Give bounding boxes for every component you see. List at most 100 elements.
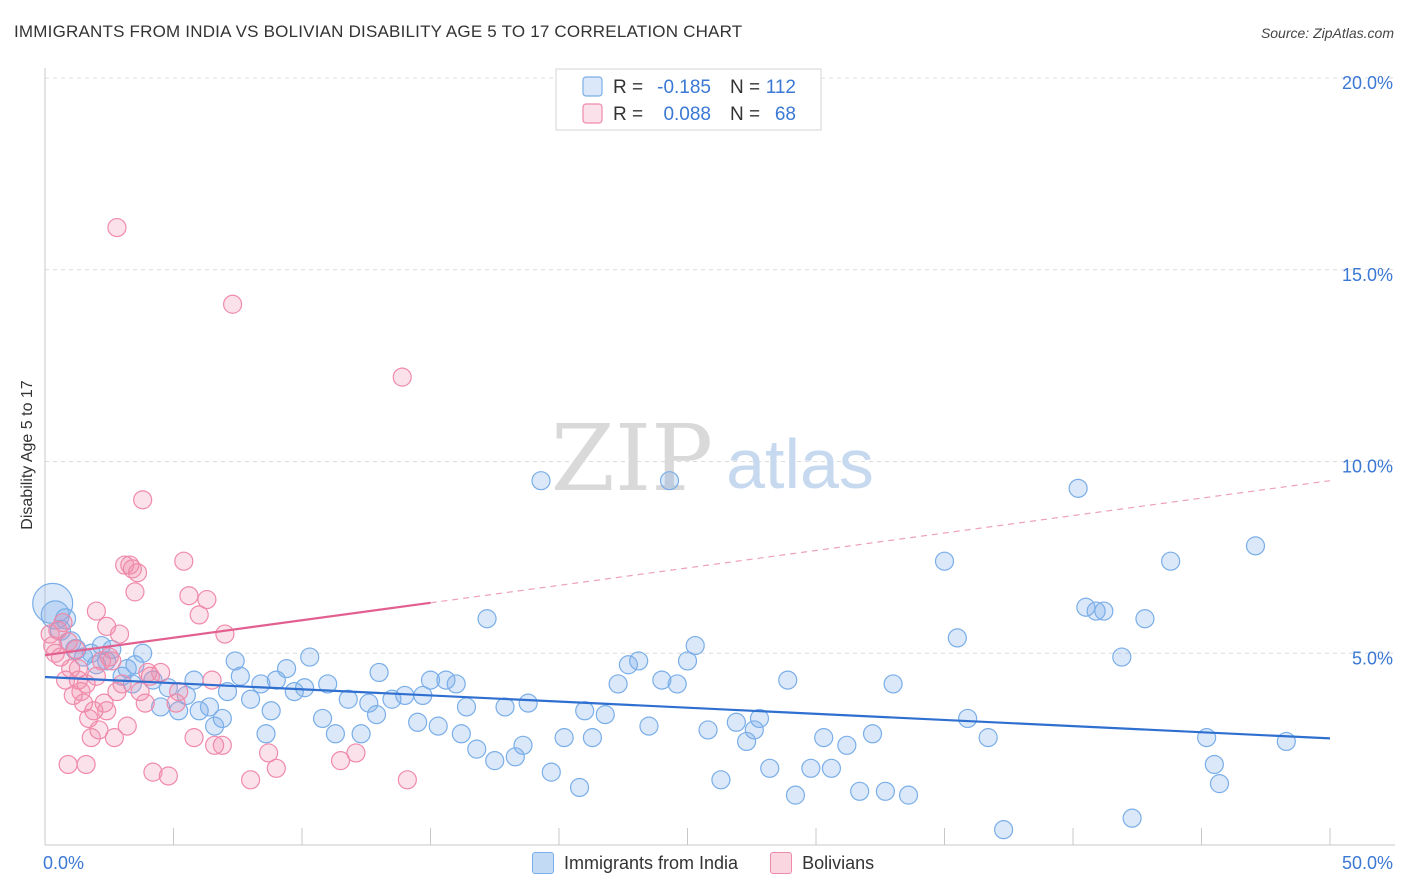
bolivians-point-67 xyxy=(205,735,225,755)
bolivians-point-40 xyxy=(143,762,163,782)
india-point-69 xyxy=(677,651,698,671)
bolivians-point-13 xyxy=(73,693,94,713)
india-point-82 xyxy=(821,758,842,778)
bolivians-point-66 xyxy=(166,693,186,713)
india-point-38 xyxy=(351,724,371,744)
india-point-112 xyxy=(117,658,137,679)
watermark: ZIP atlas xyxy=(551,405,874,512)
india-point-106 xyxy=(256,724,276,744)
y-tick-label-2: 15.0% xyxy=(1342,265,1393,285)
bolivians-point-60 xyxy=(107,217,127,238)
india-trend-solid xyxy=(44,675,1331,740)
axes xyxy=(44,68,1395,846)
india-point-70 xyxy=(685,635,705,656)
bolivians-point-16 xyxy=(81,728,101,748)
india-point-30 xyxy=(276,658,297,679)
india-point-86 xyxy=(875,781,895,801)
watermark-atlas: atlas xyxy=(726,425,874,503)
india-point-109 xyxy=(513,735,533,755)
india-point-26 xyxy=(241,689,261,709)
bolivians-point-42 xyxy=(158,766,178,786)
india-point-21 xyxy=(199,697,220,717)
india-point-33 xyxy=(300,647,320,667)
india-point-76 xyxy=(749,708,770,729)
india-point-37 xyxy=(338,689,358,709)
bolivians-point-54 xyxy=(258,743,279,763)
india-point-88 xyxy=(934,551,955,571)
india-point-40 xyxy=(369,662,389,683)
india-point-91 xyxy=(978,728,998,748)
bolivians-point-50 xyxy=(212,735,232,755)
bolivians-point-30 xyxy=(117,716,137,736)
legend-label-india: Immigrants from India xyxy=(564,852,739,873)
india-point-107 xyxy=(205,716,225,736)
india-point-90 xyxy=(958,708,978,729)
legend-swatch-india xyxy=(532,852,554,874)
bolivians-point-58 xyxy=(392,367,412,387)
series-legend: Immigrants from India Bolivians xyxy=(532,852,906,874)
tick-labels: 5.0% 10.0% 15.0% 20.0% 0.0% 50.0% xyxy=(43,73,1393,873)
legend-n-value-1: 68 xyxy=(775,104,796,125)
legend-swatch-bolivians xyxy=(770,852,793,874)
india-point-87 xyxy=(898,785,919,805)
india-point-108 xyxy=(366,705,387,725)
india-point-72 xyxy=(711,770,731,790)
india-point-67 xyxy=(659,471,680,491)
india-point-92 xyxy=(994,820,1014,840)
india-point-58 xyxy=(554,728,574,748)
india-point-68 xyxy=(667,674,687,694)
india-point-49 xyxy=(456,697,477,717)
india-point-53 xyxy=(495,697,515,717)
india-point-103 xyxy=(1245,536,1266,556)
india-point-55 xyxy=(518,693,538,713)
legend-item-india[interactable]: Immigrants from India xyxy=(532,852,738,874)
bolivians-point-32 xyxy=(122,559,142,579)
india-point-46 xyxy=(428,716,448,736)
india-point-51 xyxy=(477,609,497,629)
india-point-102 xyxy=(1209,774,1230,794)
x-tick-label-max: 50.0% xyxy=(1342,853,1393,873)
bolivians-point-41 xyxy=(151,662,171,683)
india-point-93 xyxy=(1068,478,1088,498)
india-point-48 xyxy=(446,674,466,694)
india-point-39 xyxy=(359,693,379,713)
correlation-legend: R = -0.185 N = 112 R = 0.088 N = 68 xyxy=(555,68,822,131)
chart-title: IMMIGRANTS FROM INDIA VS BOLIVIAN DISABI… xyxy=(14,22,743,41)
correlation-legend-box xyxy=(555,68,822,131)
india-point-98 xyxy=(1135,609,1155,629)
y-tick-label-3: 20.0% xyxy=(1342,73,1393,93)
bolivians-trend-dashed xyxy=(430,480,1331,604)
india-point-97 xyxy=(1122,808,1142,828)
india-point-36 xyxy=(325,724,346,744)
india-point-111 xyxy=(883,674,903,694)
bolivians-point-61 xyxy=(76,754,96,775)
india-point-81 xyxy=(814,728,834,748)
india-point-75 xyxy=(744,720,764,740)
india-point-96 xyxy=(1112,647,1132,667)
trend-lines xyxy=(44,480,1331,740)
bolivians-point-53 xyxy=(241,770,261,790)
india-point-31 xyxy=(284,681,304,702)
bolivians-point-5 xyxy=(53,612,73,633)
legend-r-label-1: R = xyxy=(613,104,643,125)
india-point-110 xyxy=(575,701,595,721)
india-point-61 xyxy=(595,705,615,725)
india-point-12 xyxy=(122,674,142,694)
india-point-78 xyxy=(778,670,798,690)
india-point-45 xyxy=(420,670,441,690)
india-point-101 xyxy=(1204,754,1224,775)
india-point-94 xyxy=(1086,601,1106,621)
india-point-34 xyxy=(312,708,333,729)
legend-n-value-0: 112 xyxy=(766,77,796,98)
bolivians-point-44 xyxy=(174,551,194,571)
india-point-57 xyxy=(541,762,561,782)
legend-box-swatch-0 xyxy=(582,76,603,97)
legend-item-bolivians[interactable]: Bolivians xyxy=(770,852,874,874)
bolivians-point-37 xyxy=(135,693,155,713)
india-point-63 xyxy=(618,655,638,675)
legend-n-label-1: N = xyxy=(730,104,760,125)
series-india-points xyxy=(32,471,1296,840)
india-point-66 xyxy=(652,670,672,690)
bolivians-point-55 xyxy=(266,758,286,778)
